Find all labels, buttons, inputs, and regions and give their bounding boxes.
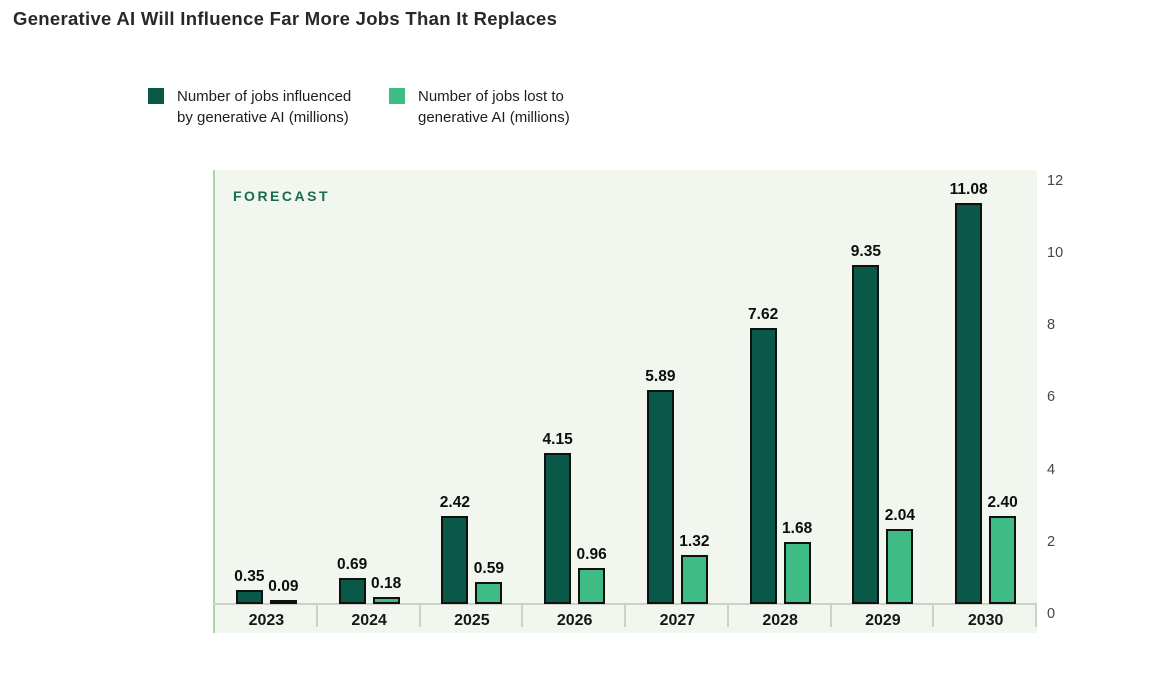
bar-lost-2029 [886, 529, 914, 604]
x-axis-label: 2030 [967, 612, 1004, 629]
x-axis-tick [521, 603, 524, 627]
bar-influenced-2023 [235, 590, 263, 604]
bar-lost-2024 [372, 596, 400, 604]
bar-lost-2026 [578, 568, 606, 604]
y-axis-label: 12 [1047, 172, 1064, 189]
bar-value-label-lost-2026: 0.96 [576, 546, 607, 564]
y-axis-label: 10 [1047, 245, 1064, 261]
x-axis-tick [315, 603, 318, 627]
y-axis-label: 6 [1047, 389, 1056, 406]
legend-swatch-lost-icon [389, 88, 405, 104]
plot-area: FORECAST 2023 0.35 0.09 2024 0.69 0.18 2025 2.4… [213, 170, 1037, 633]
bar-influenced-2026 [544, 453, 572, 604]
bar-value-label-influenced-2025: 2.42 [439, 493, 470, 511]
legend-swatch-influenced-icon [148, 88, 164, 104]
x-axis-label: 2029 [865, 612, 901, 629]
bar-influenced-2024 [338, 578, 366, 604]
x-axis-label: 2026 [556, 612, 593, 629]
bar-lost-2027 [680, 555, 708, 604]
bar-lost-2030 [989, 516, 1017, 604]
x-axis-tick [932, 603, 935, 627]
bar-value-label-influenced-2026: 4.15 [542, 431, 573, 449]
x-axis-label: 2025 [454, 612, 490, 629]
y-axis-label: 2 [1047, 533, 1056, 550]
bar-value-label-influenced-2030: 11.08 [949, 181, 988, 198]
legend-label-influenced: Number of jobs influenced by generative … [177, 88, 352, 126]
x-axis-tick [726, 603, 729, 627]
bar-value-label-influenced-2023: 0.35 [234, 568, 265, 586]
x-axis-tick [418, 603, 421, 627]
bar-value-label-lost-2023: 0.09 [268, 577, 299, 595]
bar-value-label-lost-2029: 2.04 [884, 507, 915, 525]
bar-lost-2028 [783, 542, 811, 604]
bar-value-label-influenced-2029: 9.35 [850, 243, 881, 261]
y-axis-label: 8 [1047, 317, 1056, 334]
x-axis-tick [829, 603, 832, 627]
bar-value-label-influenced-2024: 0.69 [337, 556, 368, 574]
bar-influenced-2029 [852, 265, 880, 604]
bar-influenced-2025 [441, 515, 469, 604]
x-axis-label: 2028 [762, 612, 798, 629]
bar-value-label-lost-2030: 2.40 [987, 494, 1018, 512]
bar-value-label-lost-2024: 0.18 [371, 574, 402, 592]
bar-value-label-influenced-2027: 5.89 [645, 368, 676, 386]
legend-item-lost: Number of jobs lost to generative AI (mi… [389, 86, 586, 128]
x-axis-label: 2023 [248, 612, 285, 629]
x-axis-tick [624, 603, 626, 627]
x-axis-label: 2027 [659, 612, 696, 629]
legend-item-influenced: Number of jobs influenced by generative … [148, 86, 353, 128]
bar-value-label-influenced-2028: 7.62 [748, 305, 779, 323]
bar-lost-2023 [269, 599, 297, 604]
y-axis-label: 0 [1047, 606, 1056, 622]
chart-title: Generative AI Will Influence Far More Jo… [13, 8, 558, 29]
x-axis-label: 2024 [351, 612, 387, 629]
bar-lost-2025 [475, 581, 503, 604]
bar-influenced-2030 [955, 203, 983, 604]
y-axis-label: 4 [1047, 461, 1056, 478]
bar-influenced-2028 [749, 327, 777, 604]
bar-value-label-lost-2027: 1.32 [679, 533, 710, 551]
bar-value-label-lost-2028: 1.68 [782, 520, 813, 538]
legend-label-lost: Number of jobs lost to generative AI (mi… [418, 88, 570, 126]
x-axis-tick [1035, 603, 1037, 627]
forecast-label: FORECAST [233, 188, 330, 204]
bar-value-label-lost-2025: 0.59 [473, 559, 504, 577]
bar-influenced-2027 [646, 390, 674, 604]
